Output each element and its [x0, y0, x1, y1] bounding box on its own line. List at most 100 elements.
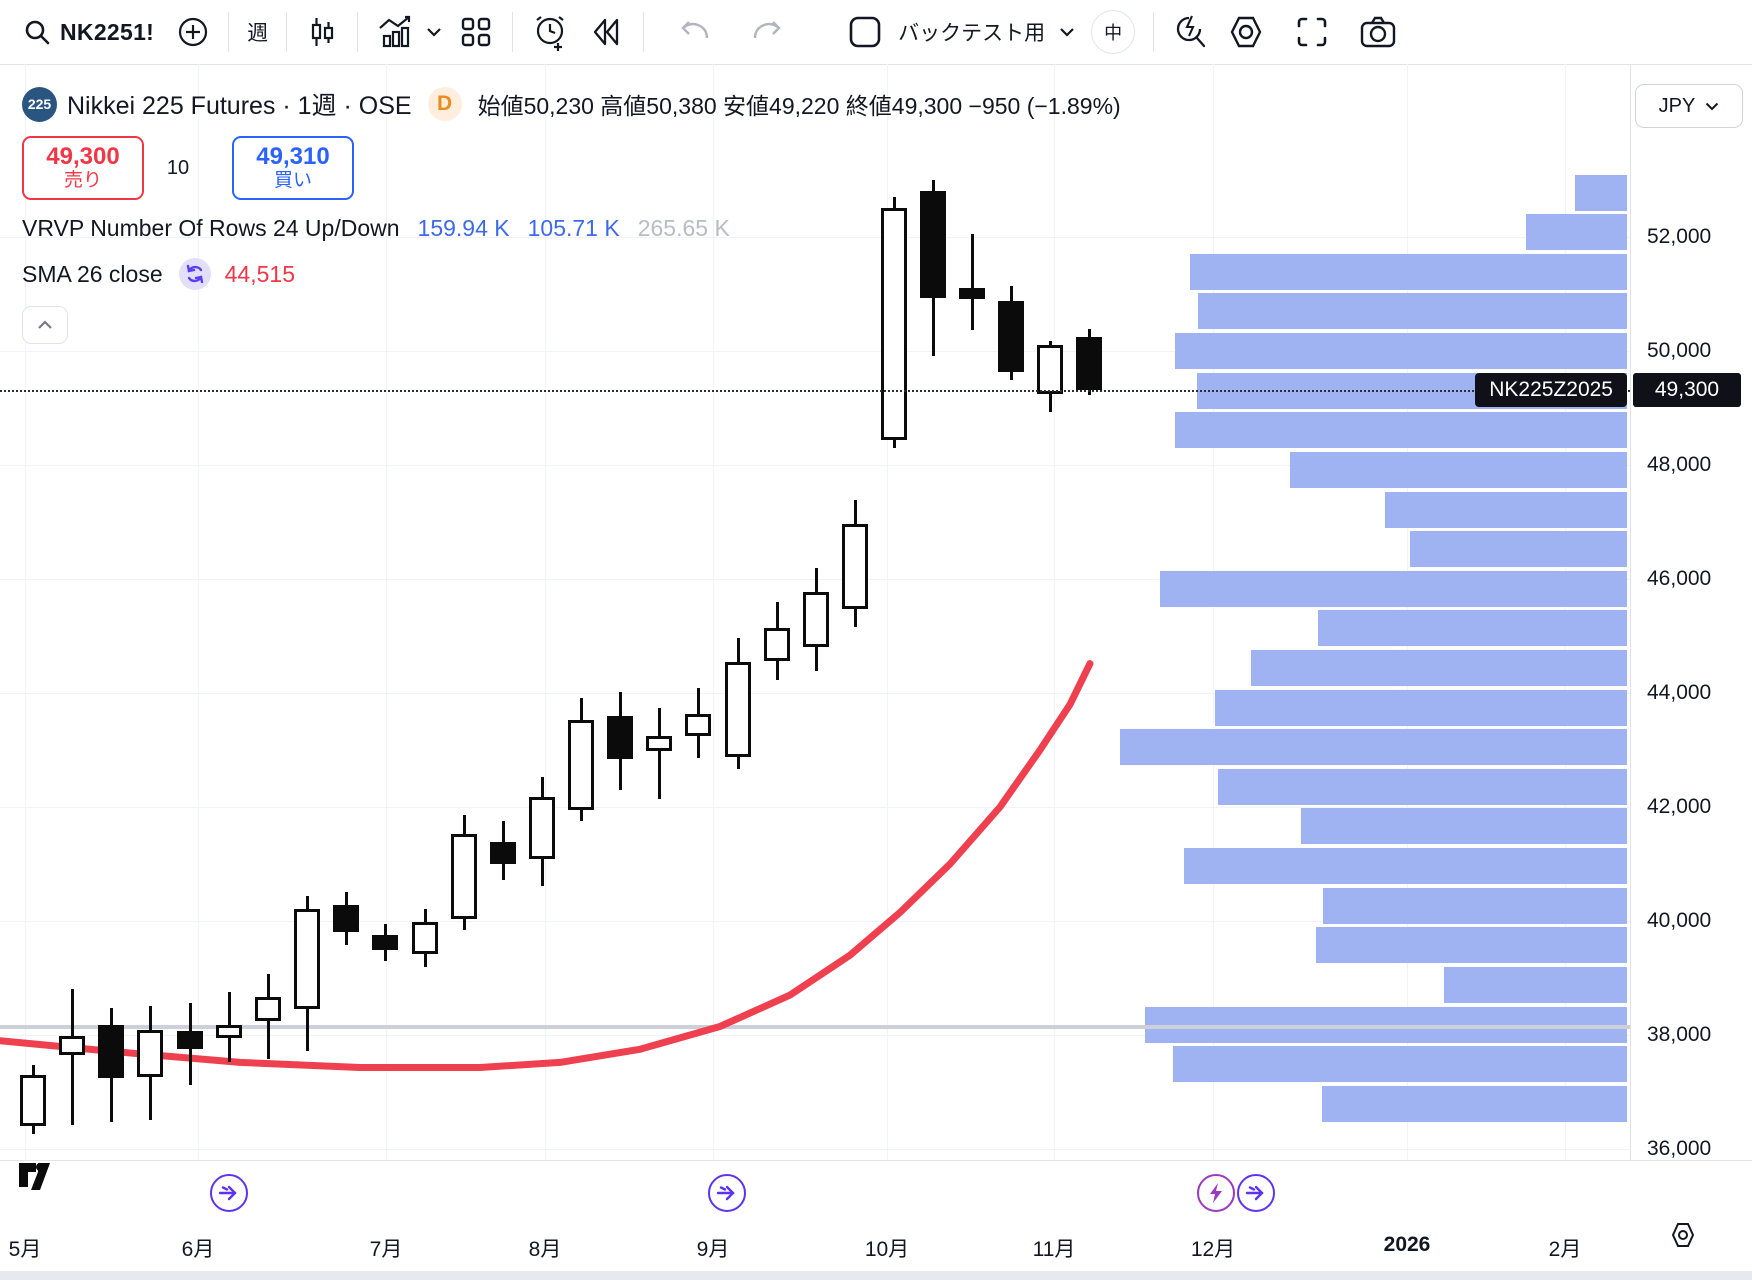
price-axis-label: 50,000 — [1647, 339, 1712, 362]
candle-wick — [71, 989, 74, 1125]
candle-up[interactable] — [725, 662, 751, 757]
candlestick-icon — [305, 15, 339, 49]
chart-type-candles-button[interactable] — [297, 10, 347, 54]
price-axis-label: 42,000 — [1647, 795, 1712, 818]
symbol-legend-row[interactable]: 225 Nikkei 225 Futures · 1週 · OSE D 始値50… — [22, 84, 1121, 124]
time-axis-settings-gear-icon[interactable] — [1668, 1221, 1698, 1249]
time-axis-label: 8月 — [528, 1238, 562, 1261]
compare-add-symbol-button[interactable] — [168, 10, 218, 54]
time-gridline — [887, 64, 888, 1160]
price-axis[interactable]: JPY 52,000 50,000 48,000 46,000 44,000 42,000… — [1630, 64, 1752, 1160]
replay-rewind-icon — [587, 16, 625, 48]
time-axis[interactable]: 5月 6月 7月 8月 9月 10月 11月 12月 2026 2月 — [0, 1160, 1752, 1271]
candle-up[interactable] — [646, 736, 672, 751]
candle-down[interactable] — [177, 1031, 203, 1049]
contract-price-tag[interactable]: NK225Z2025 — [1475, 373, 1627, 407]
vrvp-legend-row[interactable]: VRVP Number Of Rows 24 Up/Down 159.94 K … — [22, 210, 1121, 246]
spread-value: 10 — [166, 156, 190, 179]
sma-label[interactable]: SMA 26 close — [22, 260, 163, 287]
candle-up[interactable] — [216, 1025, 242, 1038]
layout-name[interactable]: バックテスト用 — [898, 22, 1046, 45]
legend-collapse-button[interactable] — [22, 306, 68, 344]
quick-search-button[interactable] — [1164, 10, 1218, 54]
buy-label: 買い — [273, 170, 312, 191]
candle-down[interactable] — [1076, 337, 1102, 390]
settings-button[interactable] — [1218, 10, 1274, 54]
interval-button[interactable]: 週 — [247, 22, 269, 45]
time-axis-label: 10月 — [864, 1238, 910, 1261]
event-arrow-icon[interactable] — [708, 1174, 746, 1212]
chart-pane[interactable]: NK225Z2025 — [0, 64, 1630, 1160]
sma-loading-refresh-icon — [178, 258, 211, 290]
symbol-name[interactable]: NK2251! — [60, 18, 155, 45]
currency-toggle-button[interactable]: JPY — [1635, 84, 1743, 128]
volume-profile-bar — [1251, 650, 1627, 686]
plus-circle-icon — [176, 15, 210, 49]
indicators-button[interactable] — [368, 10, 450, 54]
fullscreen-button[interactable] — [1286, 10, 1338, 54]
candle-up[interactable] — [294, 909, 320, 1009]
tradingview-logo[interactable] — [18, 1161, 58, 1195]
candle-down[interactable] — [959, 288, 985, 299]
volume-profile-bar — [1290, 452, 1627, 488]
chevron-down-icon[interactable] — [426, 27, 442, 37]
layout-grid-button[interactable] — [450, 10, 502, 54]
candle-down[interactable] — [998, 301, 1024, 372]
candle-down[interactable] — [333, 905, 359, 932]
candle-up[interactable] — [842, 524, 868, 609]
candle-up[interactable] — [803, 592, 829, 647]
volume-profile-bar — [1120, 729, 1627, 765]
candle-up[interactable] — [412, 922, 438, 954]
bar-replay-button[interactable] — [579, 10, 633, 54]
candle-up[interactable] — [451, 834, 477, 919]
redo-button[interactable] — [744, 10, 794, 54]
candle-up[interactable] — [137, 1030, 163, 1077]
candle-up[interactable] — [685, 714, 711, 736]
volume-profile-bar — [1215, 690, 1627, 726]
time-axis-label: 6月 — [181, 1238, 215, 1261]
horizontal-level-line[interactable] — [0, 1025, 1630, 1029]
buy-button[interactable]: 49,310 買い — [232, 136, 354, 200]
chevron-down-icon[interactable] — [1059, 27, 1075, 37]
event-arrow-icon[interactable] — [1237, 1174, 1275, 1212]
candle-down[interactable] — [98, 1025, 124, 1078]
chart-legend: 225 Nikkei 225 Futures · 1週 · OSE D 始値50… — [22, 84, 1121, 344]
vrvp-label[interactable]: VRVP Number Of Rows 24 Up/Down — [22, 214, 400, 241]
size-badge[interactable]: 中 — [1083, 10, 1143, 54]
symbol-title[interactable]: Nikkei 225 Futures · 1週 · OSE — [67, 92, 412, 120]
undo-button[interactable] — [668, 10, 718, 54]
candle-up[interactable] — [255, 997, 281, 1021]
alert-button[interactable] — [523, 10, 579, 54]
sma-legend-row[interactable]: SMA 26 close 44,515 — [22, 256, 1121, 292]
layout-select-button[interactable]: バックテスト用 — [838, 10, 1083, 54]
candle-up[interactable] — [568, 720, 594, 810]
time-axis-label: 9月 — [696, 1238, 730, 1261]
candle-down[interactable] — [372, 935, 398, 950]
buy-price: 49,310 — [256, 143, 330, 170]
candle-up[interactable] — [1037, 345, 1063, 394]
price-axis-label: 48,000 — [1647, 453, 1712, 476]
chevron-down-icon — [1706, 102, 1719, 110]
time-gridline — [386, 64, 387, 1160]
candle-up[interactable] — [881, 208, 907, 440]
volume-profile-bar — [1301, 808, 1627, 844]
candle-down[interactable] — [607, 716, 633, 759]
candle-up[interactable] — [20, 1075, 46, 1126]
toolbar-divider — [1153, 12, 1155, 52]
candle-up[interactable] — [529, 797, 555, 859]
candle-down[interactable] — [490, 842, 516, 864]
symbol-search-button[interactable]: NK2251! — [14, 10, 162, 54]
candle-up[interactable] — [764, 628, 790, 661]
dividend-data-badge[interactable]: D — [427, 87, 462, 121]
screenshot-button[interactable] — [1350, 10, 1406, 54]
sell-button[interactable]: 49,300 売り — [22, 136, 144, 200]
candle-down[interactable] — [920, 191, 946, 298]
candle-up[interactable] — [59, 1036, 85, 1055]
volume-profile-bar — [1316, 927, 1627, 963]
last-price-dotted-line — [0, 390, 1630, 392]
event-arrow-icon[interactable] — [210, 1174, 248, 1212]
volume-profile-bar — [1323, 888, 1627, 924]
price-axis-label: 46,000 — [1647, 567, 1712, 590]
volume-profile-bar — [1184, 848, 1627, 884]
event-lightning-icon[interactable] — [1197, 1174, 1235, 1212]
